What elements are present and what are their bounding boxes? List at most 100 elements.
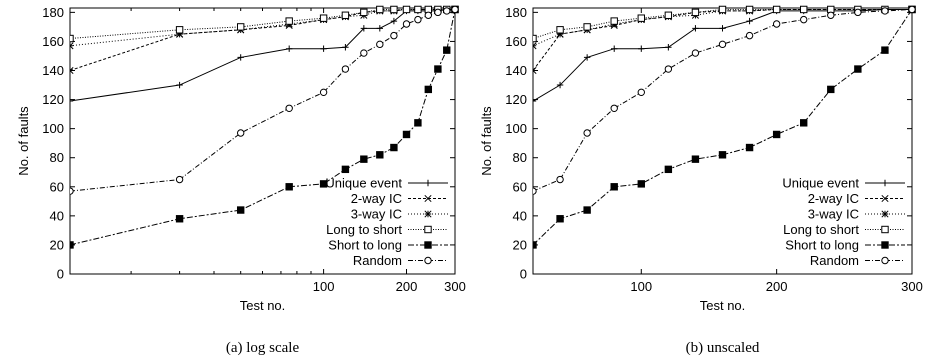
data-point-long-to-short xyxy=(414,5,422,14)
data-point-random xyxy=(443,7,451,15)
legend-marker-unique-event xyxy=(424,179,432,187)
data-point-random xyxy=(800,15,808,24)
legend-marker-unique-event xyxy=(881,179,889,187)
data-point-random xyxy=(533,187,537,195)
data-point-random xyxy=(827,11,835,19)
legend-label-long-to-short: Long to short xyxy=(326,222,402,237)
data-point-random xyxy=(691,49,700,57)
data-point-short-to-long xyxy=(319,180,328,188)
data-point-random xyxy=(556,175,564,184)
y-tick-label: 160 xyxy=(505,34,527,49)
data-point-long-to-short xyxy=(341,11,350,19)
data-point-long-to-short xyxy=(718,5,727,14)
data-point-short-to-long xyxy=(285,183,293,191)
data-point-short-to-long xyxy=(341,165,350,174)
data-point-random xyxy=(664,65,673,73)
data-point-random xyxy=(390,31,398,40)
legend-marker-short-to-long xyxy=(881,241,889,249)
figure-caption: (b) unscaled xyxy=(686,340,760,356)
y-tick-label: 20 xyxy=(513,237,527,252)
y-tick-label: 120 xyxy=(42,92,64,107)
y-tick-label: 100 xyxy=(505,121,527,136)
data-point-short-to-long xyxy=(376,151,384,159)
data-point-random xyxy=(451,5,459,14)
series-line-3-way-ic xyxy=(533,8,912,47)
legend-marker-long-to-short xyxy=(881,225,889,234)
legend-marker-short-to-long xyxy=(424,241,432,249)
data-point-long-to-short xyxy=(236,23,245,31)
data-point-3-way-ic xyxy=(176,30,184,38)
data-point-short-to-long xyxy=(434,65,442,73)
y-tick-label: 0 xyxy=(57,267,64,282)
data-point-unique-event xyxy=(360,25,368,32)
data-point-long-to-short xyxy=(390,5,398,14)
data-point-2-way-ic xyxy=(70,66,74,75)
data-point-random xyxy=(360,49,368,57)
y-tick-label: 140 xyxy=(42,63,64,78)
x-tick-label: 100 xyxy=(313,279,335,294)
data-point-short-to-long xyxy=(70,241,74,249)
data-point-short-to-long xyxy=(718,151,727,159)
data-point-long-to-short xyxy=(319,14,328,22)
data-point-long-to-short xyxy=(583,23,591,31)
data-point-short-to-long xyxy=(583,206,591,214)
data-point-unique-event xyxy=(237,54,244,61)
data-point-unique-event xyxy=(533,97,537,105)
y-tick-label: 60 xyxy=(513,179,527,194)
legend-marker-2-way-ic xyxy=(424,194,432,203)
data-point-short-to-long xyxy=(827,85,835,94)
data-point-short-to-long xyxy=(236,206,245,214)
data-point-random xyxy=(610,104,618,112)
data-point-long-to-short xyxy=(772,5,781,14)
data-point-unique-event xyxy=(692,25,699,32)
data-point-short-to-long xyxy=(414,119,422,127)
y-tick-label: 120 xyxy=(505,92,527,107)
data-point-random xyxy=(434,8,442,17)
y-tick-label: 160 xyxy=(42,34,64,49)
legend-label-2-way-ic: 2-way IC xyxy=(808,191,859,206)
data-point-random xyxy=(637,88,645,97)
data-point-random xyxy=(70,187,74,195)
data-point-short-to-long xyxy=(637,180,645,188)
figure-caption: (a) log scale xyxy=(226,340,300,356)
data-point-unique-event xyxy=(320,45,327,52)
y-tick-label: 0 xyxy=(520,267,527,282)
data-point-random xyxy=(402,20,411,28)
data-point-random xyxy=(718,40,727,49)
data-point-long-to-short xyxy=(664,11,673,19)
data-point-random xyxy=(376,40,384,49)
legend-label-3-way-ic: 3-way IC xyxy=(808,207,859,222)
data-point-random xyxy=(583,129,591,137)
data-point-short-to-long xyxy=(360,155,368,163)
series-short-to-long xyxy=(70,5,459,249)
x-tick-label: 200 xyxy=(396,279,418,294)
data-point-unique-event xyxy=(719,25,726,32)
series-random xyxy=(533,5,916,195)
y-axis-label: No. of faults xyxy=(479,106,494,176)
data-point-short-to-long xyxy=(745,143,754,152)
data-point-short-to-long xyxy=(533,241,537,249)
data-point-unique-event xyxy=(611,45,618,52)
x-axis-label: Test no. xyxy=(240,298,286,313)
data-point-short-to-long xyxy=(854,65,862,73)
y-tick-label: 180 xyxy=(42,5,64,20)
legend-marker-random xyxy=(881,256,889,265)
data-point-short-to-long xyxy=(691,155,700,163)
data-point-unique-event xyxy=(390,17,398,25)
data-point-short-to-long xyxy=(556,215,564,223)
data-point-random xyxy=(881,7,889,15)
legend-label-short-to-long: Short to long xyxy=(328,238,402,253)
data-point-2-way-ic xyxy=(533,66,537,75)
legend-marker-3-way-ic xyxy=(881,210,889,218)
data-point-short-to-long xyxy=(443,46,451,54)
data-point-long-to-short xyxy=(175,26,184,34)
legend-marker-long-to-short xyxy=(424,225,432,234)
legend-marker-random xyxy=(424,256,432,265)
legend-label-random: Random xyxy=(353,253,402,268)
data-point-unique-event xyxy=(638,45,645,52)
chart-unscaled: 0 20 40 60 80 100 120 140 160 180 100 200 300 Test no… xyxy=(479,5,923,356)
data-point-long-to-short xyxy=(556,26,564,34)
data-point-short-to-long xyxy=(664,165,673,174)
data-point-short-to-long xyxy=(390,143,398,152)
